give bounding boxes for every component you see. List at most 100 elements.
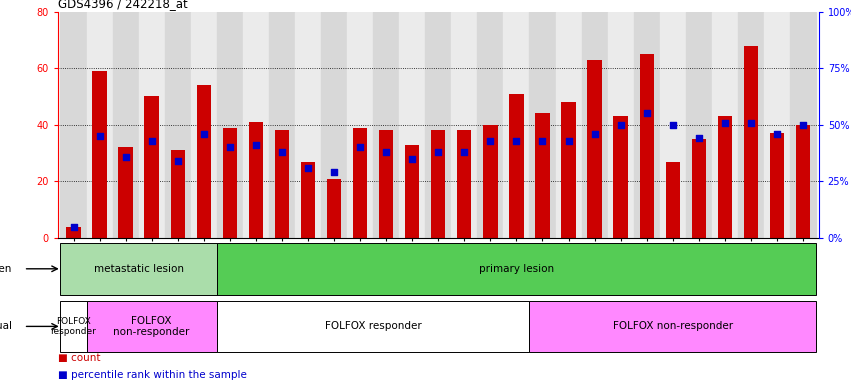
- Text: FOLFOX non-responder: FOLFOX non-responder: [613, 321, 733, 331]
- Bar: [686, 12, 711, 238]
- Point: [666, 122, 680, 128]
- Bar: [300, 162, 315, 238]
- Bar: [217, 243, 816, 295]
- Bar: [145, 96, 159, 238]
- Bar: [379, 131, 393, 238]
- Point: [405, 156, 419, 162]
- Point: [614, 122, 627, 128]
- Point: [562, 137, 575, 144]
- Bar: [60, 12, 87, 238]
- Bar: [431, 131, 445, 238]
- Point: [328, 169, 341, 175]
- Point: [223, 144, 237, 151]
- Point: [640, 111, 654, 117]
- Bar: [581, 12, 608, 238]
- Bar: [139, 12, 165, 238]
- Bar: [796, 125, 810, 238]
- Bar: [509, 94, 523, 238]
- Point: [353, 144, 367, 151]
- Bar: [535, 114, 550, 238]
- Bar: [295, 12, 321, 238]
- Bar: [321, 12, 347, 238]
- Point: [510, 137, 523, 144]
- Bar: [248, 122, 263, 238]
- Point: [119, 154, 133, 160]
- Text: ■ percentile rank within the sample: ■ percentile rank within the sample: [58, 370, 247, 380]
- Bar: [556, 12, 581, 238]
- Bar: [451, 12, 477, 238]
- Text: FOLFOX
responder: FOLFOX responder: [50, 317, 96, 336]
- Bar: [764, 12, 790, 238]
- Bar: [170, 150, 185, 238]
- Bar: [660, 12, 686, 238]
- Bar: [60, 243, 217, 295]
- Bar: [744, 45, 758, 238]
- Point: [197, 131, 210, 137]
- Bar: [711, 12, 738, 238]
- Bar: [353, 127, 368, 238]
- Point: [93, 133, 106, 139]
- Bar: [197, 85, 211, 238]
- Point: [535, 137, 549, 144]
- Point: [483, 137, 497, 144]
- Point: [66, 223, 80, 230]
- Bar: [347, 12, 373, 238]
- Point: [171, 158, 185, 164]
- Text: specimen: specimen: [0, 264, 12, 274]
- Bar: [614, 116, 628, 238]
- Bar: [66, 227, 81, 238]
- Bar: [640, 54, 654, 238]
- Bar: [504, 12, 529, 238]
- Bar: [87, 301, 217, 352]
- Point: [770, 131, 784, 137]
- Bar: [399, 12, 426, 238]
- Point: [718, 119, 732, 126]
- Text: ■ count: ■ count: [58, 353, 100, 363]
- Point: [301, 165, 315, 171]
- Bar: [275, 131, 289, 238]
- Bar: [634, 12, 660, 238]
- Bar: [562, 102, 576, 238]
- Bar: [483, 125, 498, 238]
- Point: [458, 149, 471, 155]
- Bar: [223, 127, 237, 238]
- Point: [588, 131, 602, 137]
- Bar: [692, 139, 706, 238]
- Text: metastatic lesion: metastatic lesion: [94, 264, 184, 274]
- Bar: [217, 301, 529, 352]
- Text: GDS4396 / 242218_at: GDS4396 / 242218_at: [58, 0, 187, 10]
- Text: primary lesion: primary lesion: [479, 264, 554, 274]
- Bar: [165, 12, 191, 238]
- Point: [145, 137, 158, 144]
- Point: [797, 122, 810, 128]
- Text: FOLFOX responder: FOLFOX responder: [325, 321, 421, 331]
- Bar: [608, 12, 634, 238]
- Bar: [93, 71, 106, 238]
- Bar: [112, 12, 139, 238]
- Bar: [217, 12, 243, 238]
- Bar: [738, 12, 764, 238]
- Bar: [529, 301, 816, 352]
- Text: FOLFOX
non-responder: FOLFOX non-responder: [113, 316, 190, 337]
- Bar: [457, 131, 471, 238]
- Bar: [243, 12, 269, 238]
- Point: [692, 135, 705, 141]
- Bar: [529, 12, 556, 238]
- Bar: [327, 179, 341, 238]
- Point: [380, 149, 393, 155]
- Bar: [373, 12, 399, 238]
- Bar: [587, 60, 602, 238]
- Bar: [665, 162, 680, 238]
- Bar: [717, 116, 732, 238]
- Bar: [477, 12, 504, 238]
- Bar: [87, 12, 112, 238]
- Bar: [191, 12, 217, 238]
- Bar: [790, 12, 816, 238]
- Bar: [118, 147, 133, 238]
- Bar: [60, 301, 87, 352]
- Bar: [405, 145, 420, 238]
- Point: [431, 149, 445, 155]
- Bar: [426, 12, 451, 238]
- Bar: [770, 133, 784, 238]
- Point: [744, 119, 757, 126]
